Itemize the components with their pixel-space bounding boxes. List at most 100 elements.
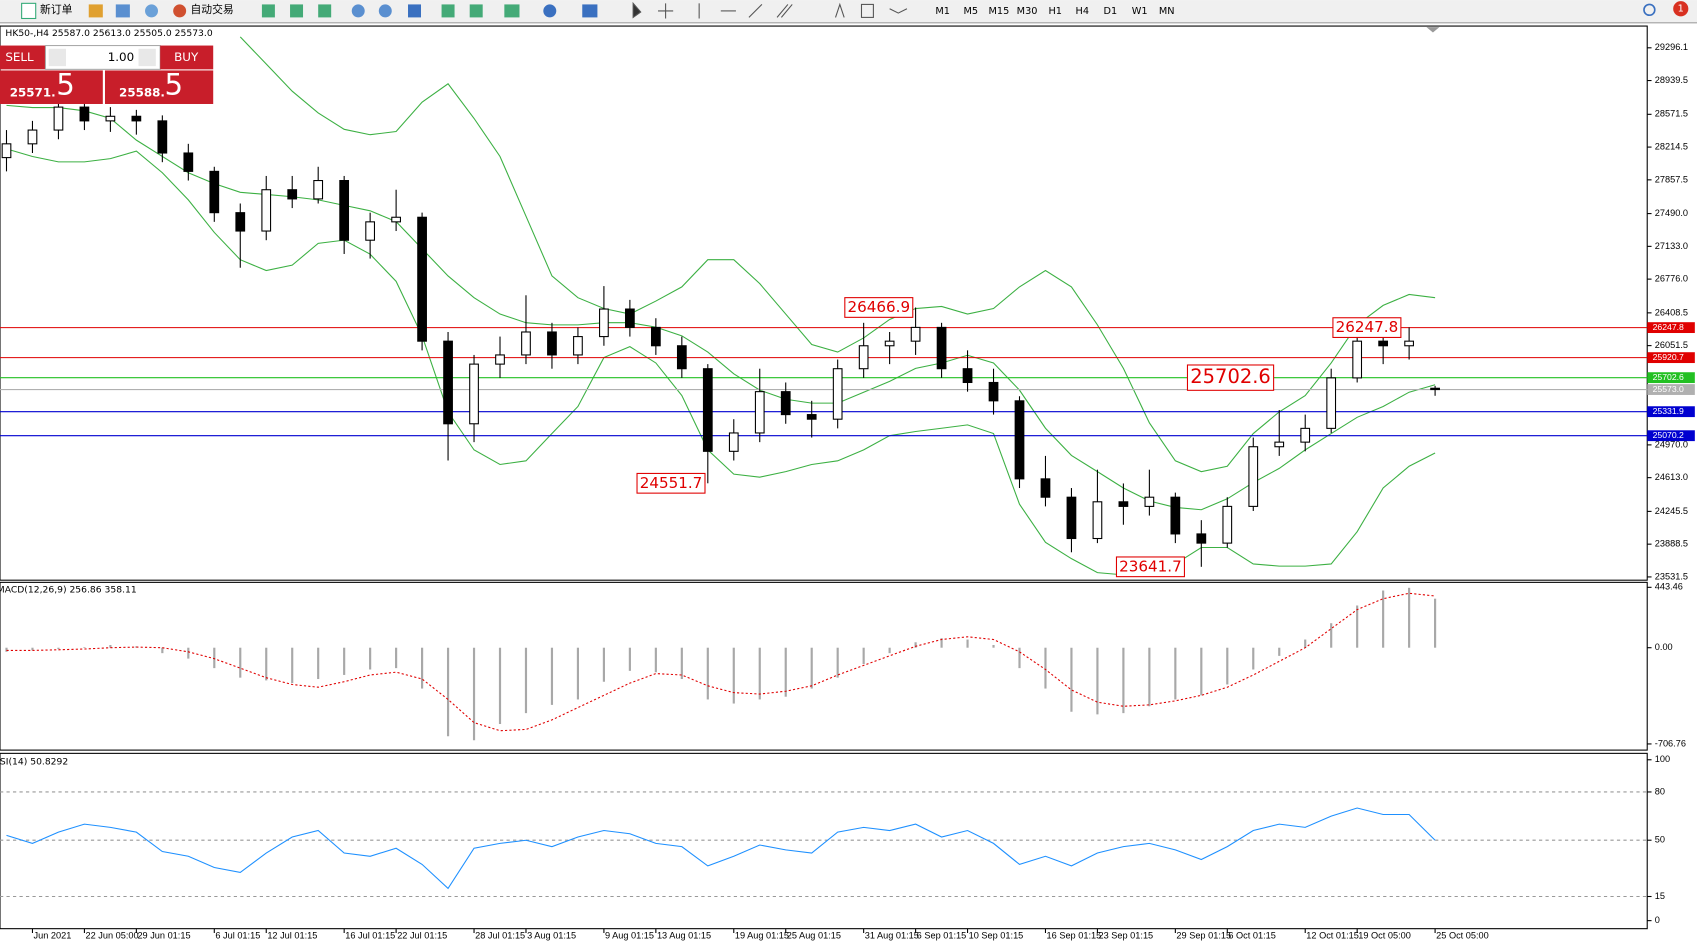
indicators-icon[interactable]	[504, 4, 520, 18]
timeframe-button[interactable]: M5	[963, 6, 978, 17]
candle-body	[702, 368, 713, 452]
timeframe-button[interactable]: D1	[1104, 6, 1118, 17]
x-tick-label: 16 Sep 01:15	[1047, 931, 1102, 941]
candle-body	[1066, 496, 1077, 540]
x-tick-label: 29 Sep 01:15	[1176, 931, 1231, 941]
timeframe-button[interactable]: H1	[1048, 6, 1062, 17]
timeframe-button[interactable]: MN	[1159, 6, 1175, 17]
level-tag	[1647, 372, 1695, 384]
rsi-panel	[0, 752, 1648, 930]
y-tick-label: 50	[1655, 835, 1665, 845]
cursor-tool[interactable]	[632, 1, 642, 19]
notification-badge[interactable]	[1673, 1, 1689, 17]
auto-trade-button[interactable]: 自动交易	[190, 2, 233, 16]
tile-icon[interactable]	[408, 4, 422, 18]
plot: 29296.1 28939.5 28571.5 28214.5 27857.5 27490…	[0, 36, 1695, 941]
bollinger-upper	[239, 36, 1436, 473]
toolbar-icon[interactable]	[145, 4, 159, 18]
label-tool[interactable]	[860, 3, 874, 18]
candle-icon[interactable]	[290, 4, 304, 18]
y-tick-label: 29296.1	[1655, 42, 1688, 52]
bar-chart-icon[interactable]	[261, 4, 275, 18]
level-tag	[1647, 322, 1695, 334]
lot-down[interactable]	[48, 48, 67, 67]
line-icon[interactable]	[318, 4, 332, 18]
timeframe-button[interactable]: H4	[1076, 6, 1090, 17]
candle-body	[105, 115, 116, 122]
timeframe-button[interactable]: M30	[1017, 6, 1038, 17]
candle-body	[1118, 501, 1129, 507]
new-order-button[interactable]: 新订单	[40, 2, 73, 16]
new-order-icon[interactable]	[21, 2, 37, 20]
zoom-in-icon[interactable]	[351, 4, 365, 18]
buy-label: BUY	[174, 50, 199, 64]
crosshair-tool[interactable]	[658, 3, 674, 19]
level-label: 25331.9	[1653, 406, 1684, 416]
candle-body	[884, 340, 895, 347]
candle-body	[1, 143, 12, 159]
price-annotation-box	[844, 297, 914, 318]
templates-icon[interactable]	[582, 4, 598, 18]
price-annotation-box	[1115, 556, 1185, 578]
candle-body	[261, 189, 272, 232]
candle-body	[131, 115, 142, 122]
chart-info: HK50-,H4 25587.0 25613.0 25505.0 25573.0	[5, 28, 212, 39]
x-tick-label: 19 Oct 05:00	[1358, 931, 1411, 941]
candle-body	[754, 391, 765, 434]
search-icon[interactable]	[1643, 3, 1656, 17]
channel-tool[interactable]	[776, 4, 793, 18]
candle-body	[573, 336, 583, 356]
y-tick-label: 28939.5	[1655, 75, 1688, 85]
candle-body	[806, 414, 817, 420]
x-tick-label: 16 Jul 01:15	[345, 931, 395, 941]
candle-body	[1352, 340, 1363, 379]
periods-icon[interactable]	[543, 4, 557, 18]
shift-icon[interactable]	[469, 4, 483, 18]
timeframe-button[interactable]: M1	[935, 6, 950, 17]
auto-trade-icon[interactable]	[173, 4, 187, 18]
price-annotation: 23641.7	[1119, 557, 1182, 575]
timeframe-button[interactable]: M15	[989, 6, 1010, 17]
candle-body	[1430, 387, 1440, 391]
candle-body	[1040, 478, 1051, 498]
x-tick-label: 12 Oct 01:15	[1306, 931, 1359, 941]
y-tick-label: -706.76	[1655, 738, 1686, 748]
trend-tool[interactable]	[748, 4, 763, 18]
level-tag	[1647, 430, 1695, 442]
candle-body	[443, 340, 453, 425]
buy-price-box[interactable]	[104, 70, 214, 104]
price-annotation: 25702.6	[1190, 365, 1271, 388]
candle-body	[417, 216, 427, 342]
sell-price-box[interactable]	[0, 70, 103, 104]
x-tick-label: 6 Sep 01:15	[917, 931, 967, 941]
sell-button[interactable]	[0, 45, 46, 70]
x-tick-label: 6 Oct 01:15	[1228, 931, 1275, 941]
y-tick-label: 80	[1655, 786, 1665, 796]
text-tool[interactable]	[834, 2, 845, 18]
candle-body	[1092, 501, 1103, 540]
candle-body	[1300, 427, 1311, 443]
candle-body	[547, 331, 557, 356]
x-tick-label: Jun 2021	[34, 931, 72, 941]
zoom-out-icon[interactable]	[378, 4, 392, 18]
y-tick-label: 28214.5	[1655, 142, 1688, 152]
candle-body	[962, 368, 973, 384]
toolbar-icon[interactable]	[88, 4, 103, 18]
x-tick-label: 23 Sep 01:15	[1099, 931, 1154, 941]
scroll-icon[interactable]	[441, 4, 455, 18]
lot-up[interactable]	[138, 48, 156, 67]
candle-body	[625, 308, 635, 328]
x-tick-label: 13 Aug 01:15	[657, 931, 711, 941]
candle-body	[235, 212, 246, 232]
arrows-tool[interactable]	[889, 8, 908, 14]
y-tick-label: 24970.0	[1655, 439, 1688, 449]
timeframe-button[interactable]: W1	[1132, 6, 1148, 17]
x-tick-label: 6 Jul 01:15	[215, 931, 260, 941]
buy-button[interactable]	[160, 45, 214, 70]
toolbar-icon[interactable]	[115, 4, 130, 18]
x-tick-label: 22 Jun 05:00	[85, 931, 138, 941]
bollinger-lower	[6, 148, 1436, 576]
candle-body	[469, 363, 479, 425]
